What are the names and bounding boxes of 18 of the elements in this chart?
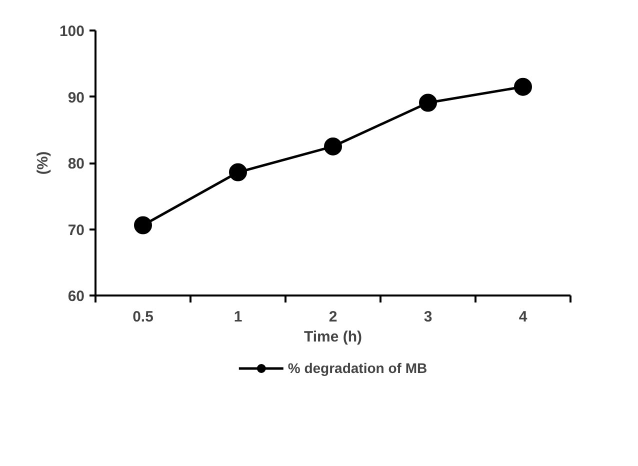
point	[514, 78, 532, 96]
x-tick-label: 2	[328, 308, 338, 326]
x-axis-title: Time (h)	[304, 328, 362, 346]
x-tick-label: 4	[518, 308, 528, 326]
x-tick-label: 3	[424, 308, 432, 326]
y-tick-label: 70	[68, 222, 85, 239]
x-tick-label: 1	[234, 308, 242, 326]
legend-label: % degradation of MB	[288, 360, 428, 376]
point	[229, 163, 247, 182]
y-tick-label: 80	[68, 156, 85, 172]
point	[324, 137, 342, 156]
y-axis-title: (%)	[34, 151, 52, 175]
point	[134, 216, 152, 234]
point	[419, 94, 437, 112]
x-tick-label: 0.5	[132, 308, 154, 326]
y-tick-label: 90	[68, 89, 85, 106]
y-tick-label: 100	[59, 23, 85, 40]
y-tick-label: 60	[68, 288, 85, 305]
